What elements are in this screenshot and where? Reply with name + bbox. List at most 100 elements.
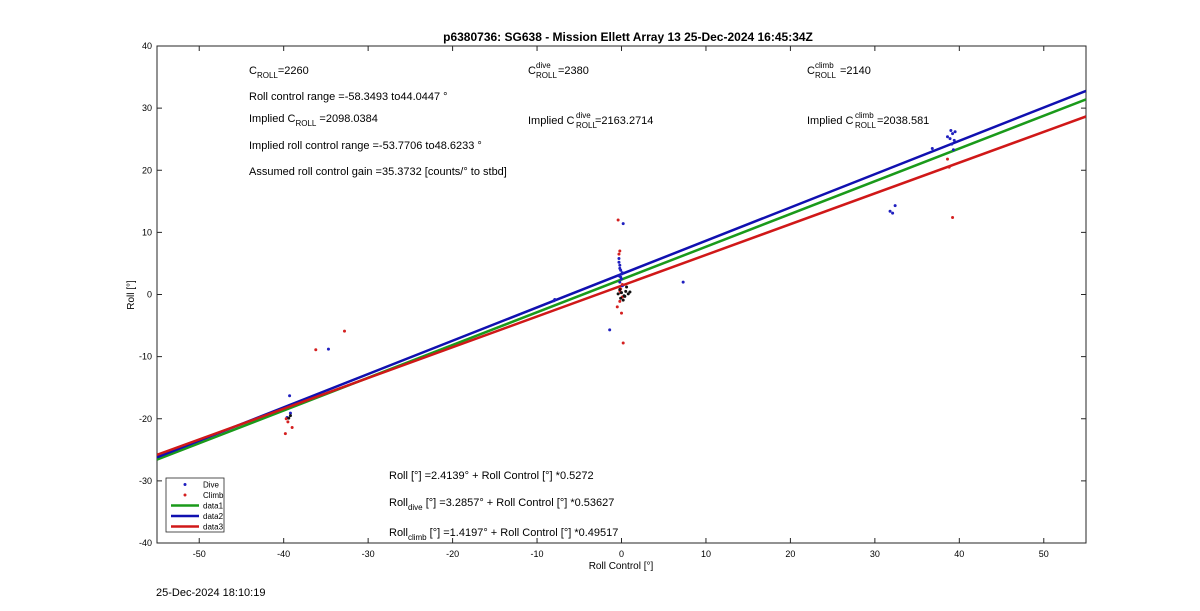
annotation-implied-c-climb: Implied C climb ROLL =2038.581: [807, 111, 929, 130]
point-dive: [953, 130, 957, 134]
y-tick-label: 20: [142, 165, 152, 175]
annotation-implied-c-roll: Implied CROLL =2098.0384: [249, 113, 378, 128]
point-climb: [616, 218, 620, 222]
y-tick-label: 30: [142, 103, 152, 113]
point-dive: [948, 137, 952, 141]
axis-ticks: -50 -40 -30 -20 -10 0 10 20 30 40 50 -40 -30 -20 -10 0 1…: [139, 41, 1086, 559]
point-climb: [615, 305, 619, 309]
point-climb: [945, 157, 949, 161]
point-black: [619, 296, 623, 300]
point-dive: [617, 256, 621, 260]
legend-marker-climb: [183, 493, 187, 497]
point-climb: [283, 432, 287, 436]
point-climb: [620, 311, 623, 315]
svg-text:ROLL: ROLL: [576, 121, 597, 130]
svg-text:dive: dive: [536, 61, 551, 70]
render-timestamp: 25-Dec-2024 18:10:19: [156, 587, 266, 599]
svg-text:ROLL: ROLL: [855, 121, 876, 130]
point-dive: [888, 209, 892, 213]
x-tick-label: 50: [1039, 549, 1049, 559]
x-tick-label: -10: [531, 549, 544, 559]
x-tick-label: 10: [701, 549, 711, 559]
annotation-c-climb: C climb ROLL =2140: [807, 61, 871, 80]
point-climb: [342, 329, 346, 333]
svg-text:climb: climb: [815, 61, 834, 70]
point-climb: [284, 417, 288, 421]
x-tick-label: -40: [277, 549, 290, 559]
point-climb: [290, 425, 294, 429]
svg-text:Implied C: Implied C: [528, 115, 575, 127]
point-dive: [618, 266, 622, 270]
legend-label-climb: Climb: [203, 491, 224, 500]
x-tick-label: -30: [362, 549, 375, 559]
point-dive: [951, 148, 955, 152]
x-tick-label: 30: [870, 549, 880, 559]
point-climb: [947, 165, 951, 169]
svg-text:climb: climb: [855, 111, 874, 120]
svg-text:=2140: =2140: [840, 65, 871, 77]
svg-text:C: C: [528, 65, 536, 77]
point-dive: [930, 147, 934, 151]
y-tick-label: -10: [139, 352, 152, 362]
x-tick-label: 20: [785, 549, 795, 559]
annotations: CROLL=2260 Roll control range =-58.3493 …: [249, 61, 929, 542]
svg-text:=2038.581: =2038.581: [877, 115, 929, 127]
legend-label-data2: data2: [203, 512, 224, 521]
data-points: [283, 128, 957, 436]
svg-text:ROLL: ROLL: [815, 71, 836, 80]
point-dive: [952, 138, 956, 142]
point-black: [618, 288, 622, 292]
point-black: [625, 285, 629, 289]
point-black: [628, 290, 632, 294]
x-tick-label: 0: [619, 549, 624, 559]
point-dive: [617, 260, 621, 264]
svg-text:ROLL: ROLL: [536, 71, 557, 80]
point-dive: [681, 280, 685, 284]
equation-climb: Rollclimb [°] =1.4197° + Roll Control [°…: [389, 527, 618, 542]
point-climb: [621, 341, 625, 345]
annotation-implied-c-dive: Implied C dive ROLL =2163.2714: [528, 111, 653, 130]
point-dive: [608, 328, 612, 332]
plot-area: [156, 45, 1087, 544]
point-climb: [617, 252, 621, 256]
y-axis-label: Roll [°]: [126, 280, 137, 310]
legend-label-data3: data3: [203, 523, 224, 532]
point-climb: [314, 348, 318, 352]
svg-text:Implied C: Implied C: [807, 115, 854, 127]
point-black: [621, 298, 625, 302]
point-dive: [553, 297, 557, 301]
legend-marker-dive: [183, 483, 187, 486]
point-dive: [618, 263, 622, 267]
legend-label-data1: data1: [203, 502, 224, 511]
annotation-c-roll: CROLL=2260: [249, 65, 309, 80]
annotation-gain: Assumed roll control gain =35.3732 [coun…: [249, 166, 507, 178]
point-black: [616, 292, 620, 296]
point-dive: [951, 132, 955, 136]
point-dive: [949, 128, 953, 132]
point-climb: [286, 420, 290, 424]
chart-title: p6380736: SG638 - Mission Ellett Array 1…: [443, 30, 813, 44]
y-tick-label: 0: [147, 290, 152, 300]
point-dive: [619, 275, 623, 279]
svg-text:=2163.2714: =2163.2714: [595, 115, 653, 127]
point-dive: [288, 411, 292, 415]
annotation-c-dive: C dive ROLL =2380: [528, 61, 589, 80]
point-black: [288, 414, 292, 418]
x-tick-label: -50: [193, 549, 206, 559]
y-tick-label: 10: [142, 227, 152, 237]
point-dive: [950, 142, 954, 146]
point-black: [287, 416, 291, 420]
y-tick-label: -30: [139, 476, 152, 486]
point-climb: [618, 249, 622, 253]
point-climb: [951, 215, 955, 219]
y-tick-label: 40: [142, 41, 152, 51]
legend: Dive Climb data1 data2 data3: [165, 477, 225, 533]
x-axis-label: Roll Control [°]: [589, 561, 654, 572]
point-dive: [945, 135, 949, 139]
point-climb: [618, 299, 622, 303]
point-black: [624, 289, 628, 293]
legend-label-dive: Dive: [203, 481, 220, 490]
point-black: [623, 294, 627, 298]
point-dive: [891, 211, 895, 215]
